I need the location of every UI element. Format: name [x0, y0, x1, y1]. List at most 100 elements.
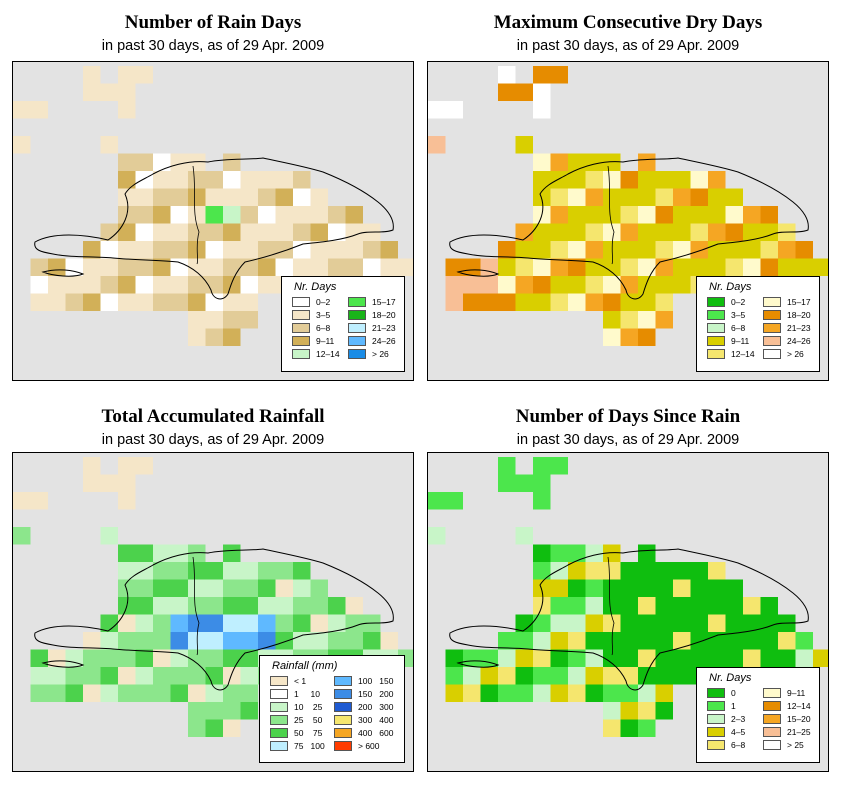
grid-cell [795, 632, 813, 650]
grid-cell [673, 188, 691, 206]
grid-cell [240, 579, 258, 597]
grid-cell [293, 562, 311, 580]
grid-cell [533, 276, 551, 294]
grid-cell [585, 188, 603, 206]
legend-swatch [292, 310, 310, 320]
legend-label: 6–8 [731, 323, 746, 333]
legend-label: > 25 [787, 740, 804, 750]
grid-cell [515, 632, 533, 650]
legend-label: > 600 [358, 741, 380, 751]
grid-cell [620, 632, 638, 650]
grid-cell [240, 206, 258, 224]
panel-subtitle: in past 30 days, as of 29 Apr. 2009 [516, 38, 740, 54]
grid-cell [293, 223, 311, 241]
grid-cell [170, 276, 188, 294]
legend-swatch [334, 728, 352, 738]
grid-cell [620, 614, 638, 632]
grid-cell [568, 649, 586, 667]
legend-label: < 1 [294, 676, 307, 686]
grid-cell [760, 223, 778, 241]
legend-label: 1 [731, 701, 736, 711]
grid-cell [708, 258, 726, 276]
grid-cell [223, 276, 241, 294]
grid-cell [725, 597, 743, 615]
grid-cell [533, 649, 551, 667]
grid-cell [118, 83, 136, 101]
grid-cell [135, 614, 153, 632]
border-line [607, 556, 615, 656]
grid-cell [585, 171, 603, 189]
grid-cell [620, 223, 638, 241]
panel-title: Maximum Consecutive Dry Days [493, 12, 763, 33]
grid-cell [585, 667, 603, 685]
grid-cell [568, 188, 586, 206]
grid-cell [673, 241, 691, 259]
legend-label: 1 10 [294, 689, 320, 699]
grid-cell [188, 702, 206, 720]
grid-cell [620, 241, 638, 259]
legend-label: 18–20 [787, 310, 811, 320]
grid-cell [498, 457, 516, 475]
grid-cell [310, 241, 328, 259]
grid-cell [275, 206, 293, 224]
grid-cell [638, 311, 656, 329]
grid-cell [293, 632, 311, 650]
grid-cell [118, 171, 136, 189]
grid-cell [550, 684, 568, 702]
grid-cell [655, 223, 673, 241]
grid-cell [638, 171, 656, 189]
grid-cell [690, 188, 708, 206]
grid-cell [603, 258, 621, 276]
grid-cell [118, 276, 136, 294]
grid-cell [620, 258, 638, 276]
grid-cell [153, 632, 171, 650]
map-days-since: Nr. Days 0 1 2–3 4–5 6–8 9–11 12–14 15–20 21–25 >… [427, 452, 829, 772]
grid-cell [550, 223, 568, 241]
grid-cell [205, 649, 223, 667]
grid-cell [223, 544, 241, 562]
legend-label: 2–3 [731, 714, 746, 724]
grid-cell [690, 241, 708, 259]
grid-cell [515, 83, 533, 101]
grid-cell [638, 206, 656, 224]
grid-cell [568, 579, 586, 597]
legend-swatch [707, 310, 725, 320]
legend-label: 4–5 [731, 727, 746, 737]
grid-cell [240, 632, 258, 650]
grid-cell [153, 614, 171, 632]
grid-cell [620, 311, 638, 329]
grid-cell [30, 684, 48, 702]
grid-cell [690, 223, 708, 241]
grid-cell [655, 702, 673, 720]
grid-cell [690, 171, 708, 189]
legend-swatch [292, 336, 310, 346]
grid-cell [83, 457, 101, 475]
grid-cell [118, 562, 136, 580]
grid-cell [585, 153, 603, 171]
grid-cell [655, 188, 673, 206]
grid-cell [240, 562, 258, 580]
grid-cell [188, 649, 206, 667]
grid-cell [223, 293, 241, 311]
grid-cell [708, 597, 726, 615]
grid-cell [620, 684, 638, 702]
grid-cell [550, 66, 568, 84]
grid-cell [515, 474, 533, 492]
grid-cell [310, 223, 328, 241]
grid-cells [428, 457, 828, 737]
grid-cell [673, 562, 691, 580]
grid-cell [725, 258, 743, 276]
grid-cell [585, 684, 603, 702]
grid-cell [83, 83, 101, 101]
grid-cell [258, 206, 276, 224]
grid-cell [463, 667, 481, 685]
grid-cell [153, 579, 171, 597]
grid-cell [153, 188, 171, 206]
grid-cell [515, 258, 533, 276]
grid-cell [380, 258, 398, 276]
grid-cell [170, 293, 188, 311]
grid-cell [223, 188, 241, 206]
grid-cell [100, 83, 118, 101]
panel-title: Total Accumulated Rainfall [101, 406, 325, 427]
grid-cell [463, 276, 481, 294]
